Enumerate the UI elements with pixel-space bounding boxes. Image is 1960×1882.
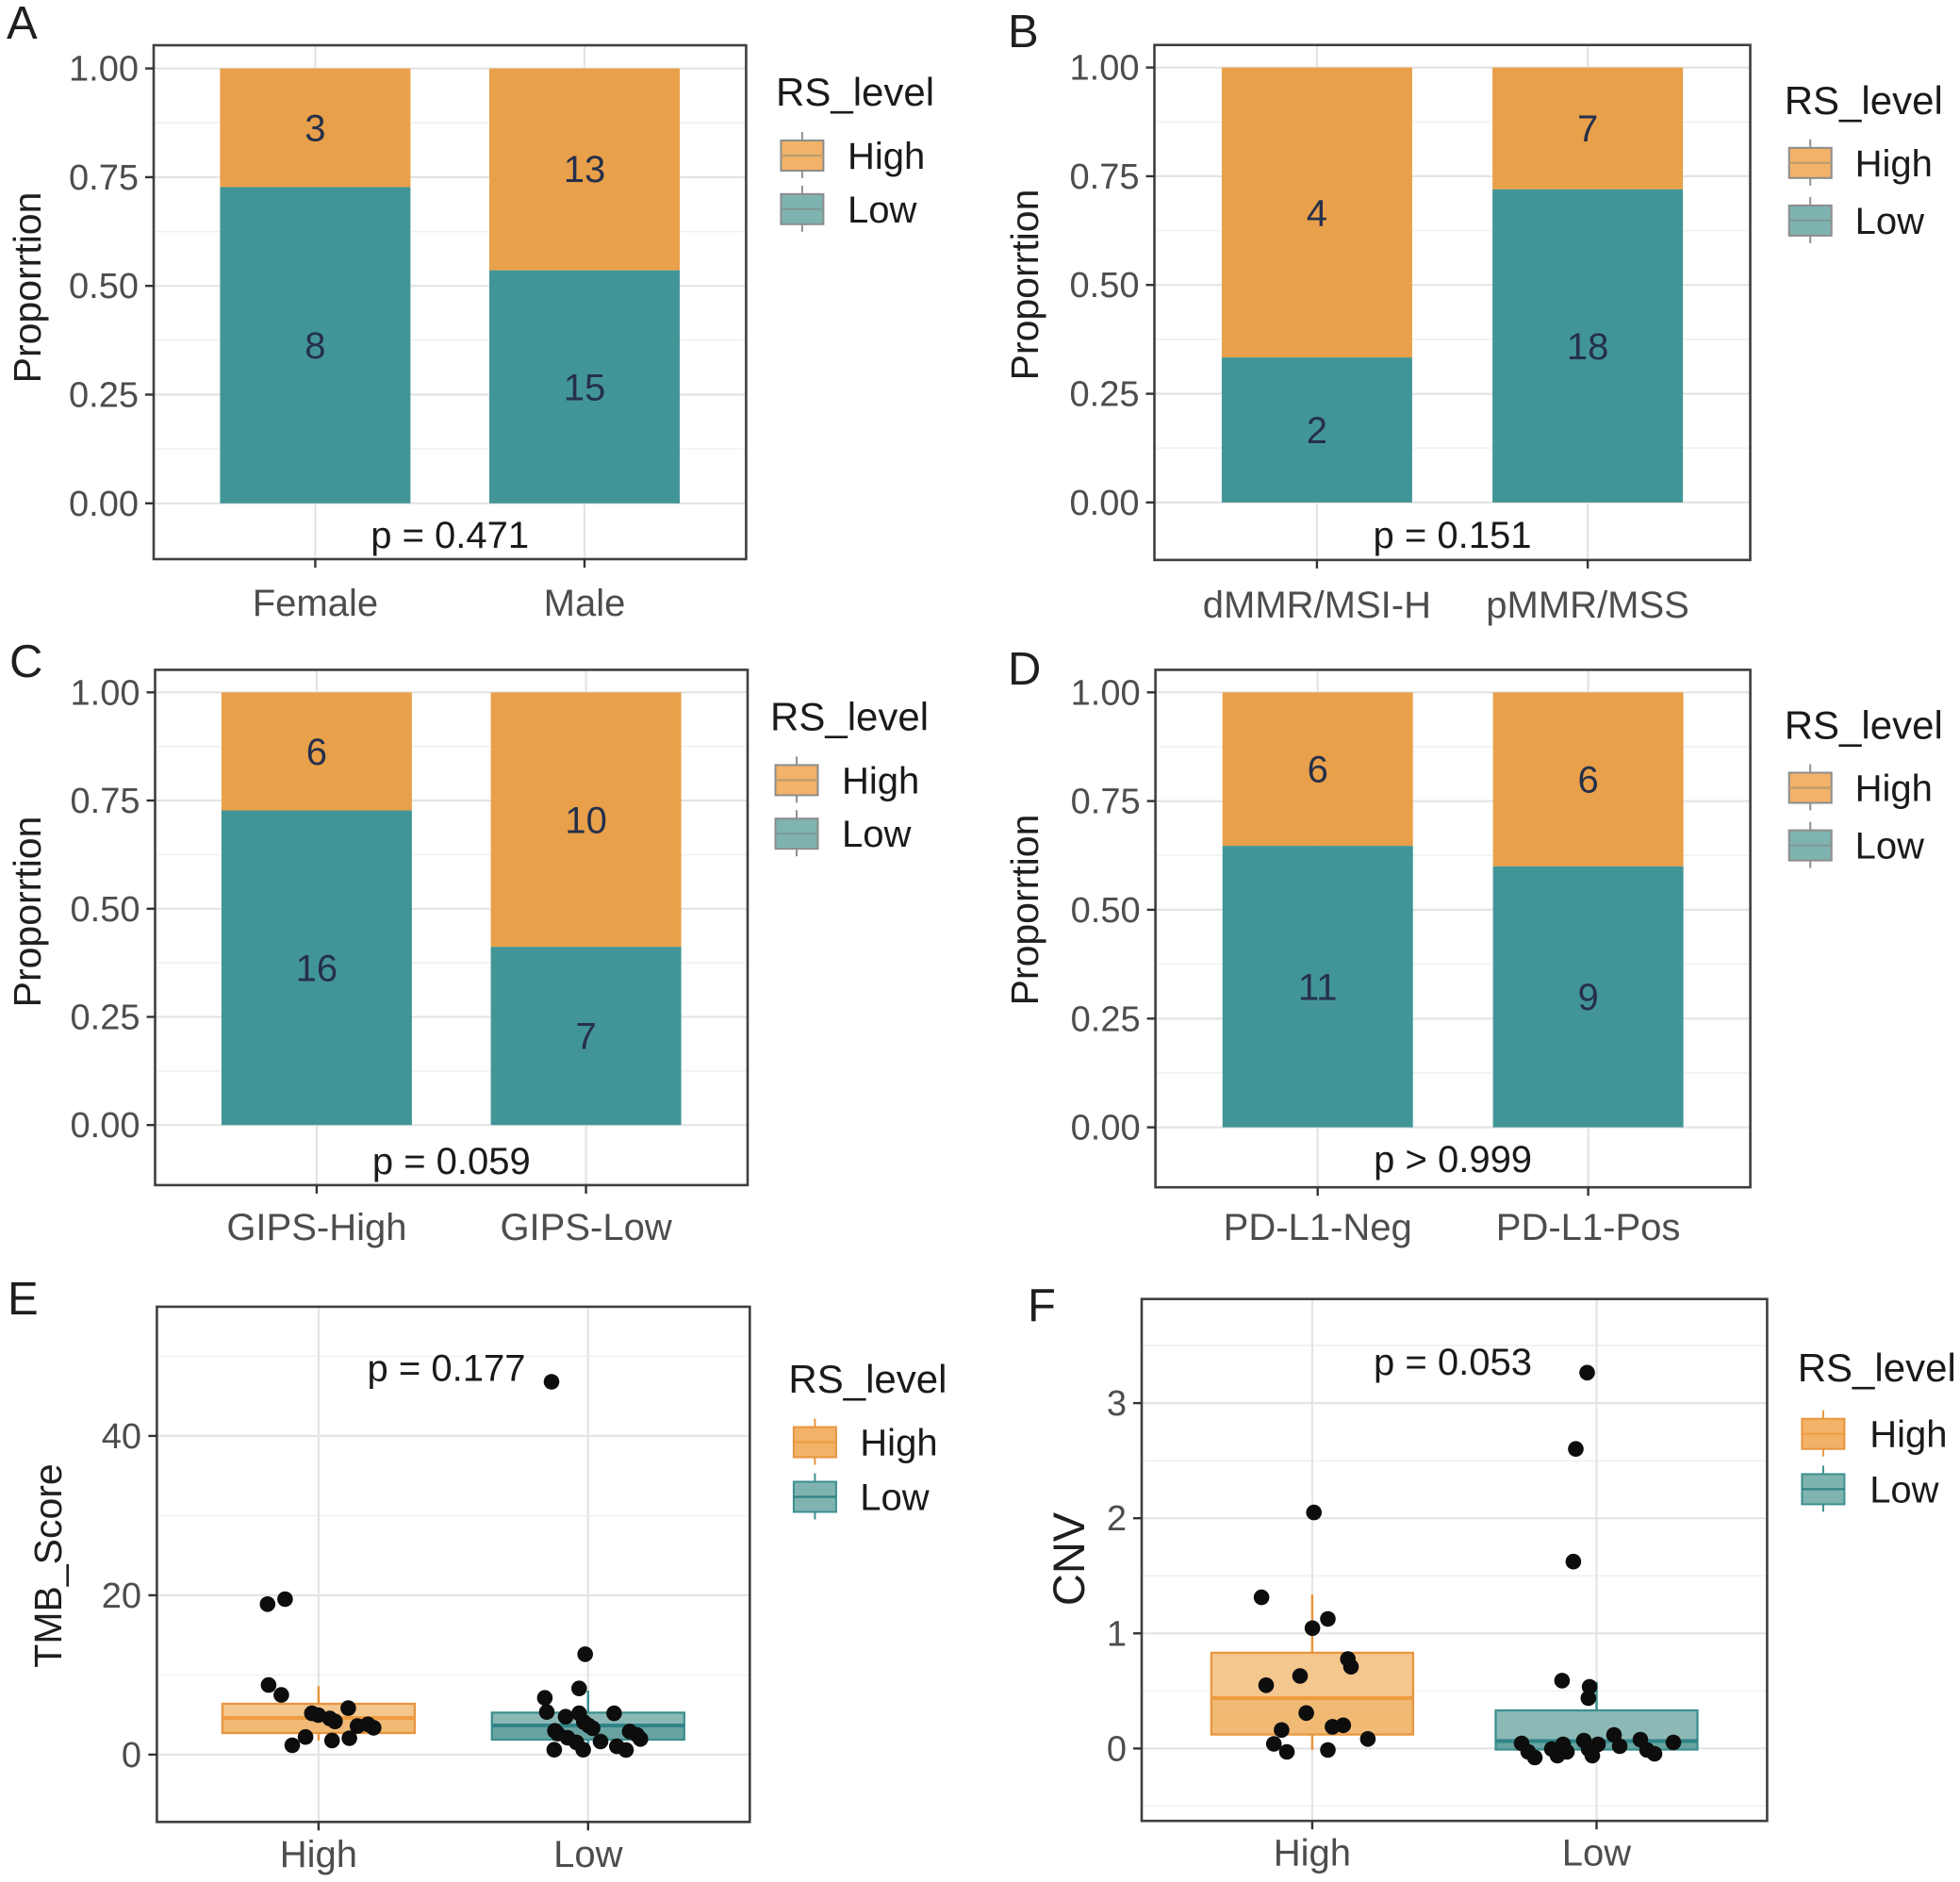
svg-text:High: High [860,1423,937,1464]
svg-text:3: 3 [1107,1384,1127,1424]
svg-text:20: 20 [102,1577,141,1616]
svg-text:High: High [1274,1832,1351,1874]
svg-text:RS_level: RS_level [1798,1345,1956,1390]
svg-text:D: D [1008,644,1041,695]
svg-text:p = 0.053: p = 0.053 [1374,1342,1532,1383]
svg-text:PD-L1-Neg: PD-L1-Neg [1224,1207,1412,1248]
svg-text:0.50: 0.50 [71,890,140,930]
svg-text:2: 2 [1107,1499,1127,1539]
svg-text:High: High [1855,768,1933,810]
svg-text:0.50: 0.50 [1070,266,1140,305]
svg-text:Low: Low [553,1834,622,1875]
svg-text:1.00: 1.00 [71,673,140,713]
svg-text:p = 0.059: p = 0.059 [372,1141,531,1182]
svg-text:0.25: 0.25 [69,376,139,416]
svg-text:Low: Low [1562,1832,1631,1874]
svg-text:0.50: 0.50 [1071,891,1141,931]
svg-text:Proporrtion: Proporrtion [6,192,49,384]
svg-text:Proporrtion: Proporrtion [6,817,49,1008]
svg-text:pMMR/MSS: pMMR/MSS [1486,585,1689,626]
svg-text:A: A [7,0,38,49]
svg-text:13: 13 [564,149,606,190]
svg-text:1.00: 1.00 [69,50,139,90]
svg-text:High: High [1855,143,1933,185]
svg-text:Low: Low [848,190,916,231]
svg-text:GIPS-Low: GIPS-Low [500,1207,671,1248]
svg-text:TMB_Score: TMB_Score [26,1463,70,1667]
svg-text:RS_level: RS_level [776,70,934,114]
svg-text:High: High [1869,1414,1947,1456]
svg-text:7: 7 [575,1016,596,1058]
svg-text:0.75: 0.75 [71,782,140,821]
svg-text:CNV: CNV [1044,1511,1094,1606]
svg-text:40: 40 [102,1417,141,1457]
svg-text:1: 1 [1107,1614,1127,1654]
svg-text:9: 9 [1577,977,1598,1018]
svg-text:0.00: 0.00 [71,1106,140,1146]
svg-text:6: 6 [306,732,327,773]
svg-text:GIPS-High: GIPS-High [226,1207,406,1248]
svg-text:RS_level: RS_level [1785,703,1943,748]
svg-text:C: C [9,636,42,687]
svg-text:0: 0 [1107,1729,1127,1769]
svg-text:p = 0.471: p = 0.471 [371,515,529,556]
svg-text:3: 3 [305,108,325,150]
svg-text:Low: Low [842,814,911,855]
svg-text:dMMR/MSI-H: dMMR/MSI-H [1203,585,1431,626]
svg-text:0.00: 0.00 [1071,1109,1141,1148]
svg-text:6: 6 [1308,750,1328,791]
svg-text:0.75: 0.75 [1071,783,1141,822]
svg-text:RS_level: RS_level [788,1357,947,1401]
svg-text:0.00: 0.00 [69,485,139,524]
svg-text:Low: Low [1855,826,1924,867]
svg-text:E: E [8,1274,39,1325]
svg-text:0.25: 0.25 [1070,375,1140,415]
svg-text:2: 2 [1307,410,1327,452]
svg-text:11: 11 [1298,966,1338,1008]
svg-text:p = 0.151: p = 0.151 [1374,515,1532,556]
svg-text:18: 18 [1567,326,1609,368]
svg-text:High: High [842,760,919,801]
svg-text:6: 6 [1577,760,1598,801]
svg-text:1.00: 1.00 [1070,49,1140,89]
svg-text:High: High [280,1834,357,1875]
svg-text:p = 0.177: p = 0.177 [368,1348,526,1390]
svg-text:Low: Low [1869,1469,1938,1511]
svg-text:0.75: 0.75 [69,158,139,198]
svg-text:p > 0.999: p > 0.999 [1374,1139,1532,1180]
svg-text:Male: Male [544,583,626,624]
svg-text:Proporrtion: Proporrtion [1003,815,1046,1006]
svg-text:1.00: 1.00 [1071,673,1141,713]
svg-text:0.50: 0.50 [69,267,139,306]
svg-text:0.00: 0.00 [1070,484,1140,523]
svg-text:0.25: 0.25 [71,999,140,1038]
svg-text:0.75: 0.75 [1070,157,1140,197]
svg-text:Proporrtion: Proporrtion [1003,190,1046,381]
svg-text:Low: Low [1855,201,1924,242]
svg-text:High: High [848,136,925,177]
svg-text:0.25: 0.25 [1071,999,1141,1039]
svg-text:Low: Low [860,1478,929,1519]
svg-text:4: 4 [1307,192,1327,234]
svg-text:0: 0 [122,1736,141,1775]
svg-text:B: B [1008,7,1039,58]
svg-text:RS_level: RS_level [1785,78,1943,123]
svg-text:8: 8 [305,325,325,367]
svg-text:10: 10 [565,800,607,841]
svg-text:PD-L1-Pos: PD-L1-Pos [1496,1207,1681,1248]
svg-text:RS_level: RS_level [770,694,929,738]
svg-text:Female: Female [253,583,378,624]
svg-text:15: 15 [564,367,606,408]
svg-text:16: 16 [296,948,338,989]
svg-text:F: F [1028,1280,1056,1331]
svg-text:7: 7 [1577,108,1598,150]
